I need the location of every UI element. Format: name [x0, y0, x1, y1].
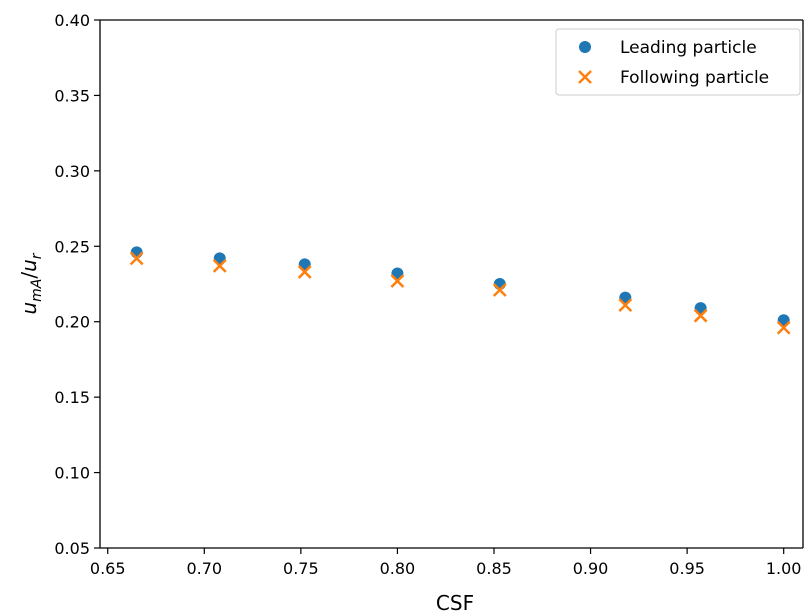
legend-circle-marker [579, 41, 591, 53]
leading-particle-point [493, 278, 506, 290]
following-particle-point [212, 259, 227, 273]
following-particle-point [129, 251, 144, 266]
x-axis-label: CSF [436, 591, 474, 615]
y-tick-label: 0.10 [54, 464, 90, 483]
legend: Leading particle Following particle [555, 28, 801, 96]
legend-box [555, 28, 801, 96]
following-particle-point [776, 320, 791, 335]
y-tick-label: 0.40 [54, 11, 90, 30]
y-label-sub1: mA [29, 279, 45, 302]
legend-item-leading: Leading particle [579, 38, 757, 58]
y-tick-label: 0.30 [54, 162, 90, 181]
x-tick-label: 0.80 [380, 559, 416, 578]
y-tick-label: 0.15 [54, 388, 90, 407]
legend-x-marker [578, 70, 592, 84]
following-particle-point [693, 308, 708, 323]
x-axis-ticks: 0.65 0.70 0.75 0.80 0.85 0.90 0.95 1.00 [90, 548, 802, 578]
x-tick-label: 0.85 [476, 559, 512, 578]
x-tick-label: 0.65 [90, 559, 126, 578]
following-particle-point [618, 298, 633, 313]
data-points [129, 246, 791, 335]
legend-item-following: Following particle [578, 68, 769, 88]
y-tick-label: 0.05 [54, 539, 90, 558]
leading-particle-point [130, 246, 143, 259]
y-label-u1: u [17, 302, 41, 315]
y-tick-label: 0.35 [54, 86, 90, 105]
following-particle-point [492, 283, 507, 297]
y-label-slash: / [17, 272, 41, 279]
x-tick-label: 0.95 [669, 559, 705, 578]
x-tick-label: 0.75 [283, 559, 319, 578]
following-particle-point [390, 274, 405, 288]
y-label-sub2: r [29, 252, 45, 259]
y-axis-label: umA/ur [17, 252, 45, 314]
y-axis-ticks: 0.05 0.10 0.15 0.20 0.25 0.30 0.35 0.40 [54, 11, 100, 558]
y-tick-label: 0.25 [54, 237, 90, 256]
x-tick-label: 0.70 [186, 559, 222, 578]
y-label-u2: u [17, 259, 41, 272]
legend-label-leading: Leading particle [620, 38, 757, 58]
x-tick-label: 1.00 [766, 559, 802, 578]
x-tick-label: 0.90 [573, 559, 609, 578]
y-tick-label: 0.20 [54, 313, 90, 332]
legend-label-following: Following particle [620, 68, 769, 88]
following-particle-point [297, 265, 312, 279]
